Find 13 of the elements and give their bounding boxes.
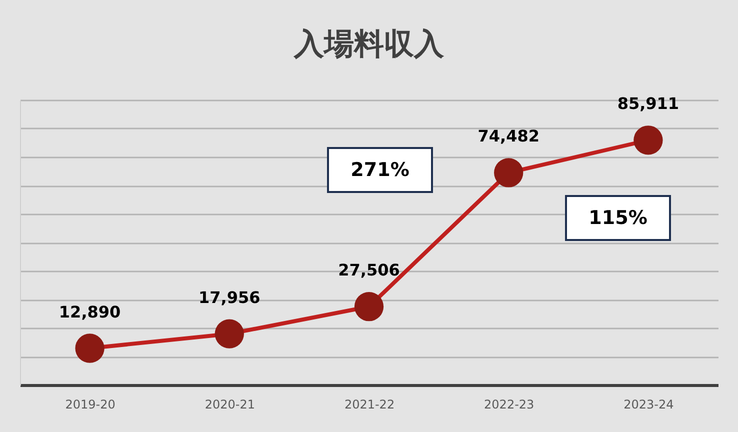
data-label: 27,506 xyxy=(338,260,400,280)
x-tick-label: 2022-23 xyxy=(484,398,534,412)
x-tick-label: 2020-21 xyxy=(204,398,255,412)
data-label: 74,482 xyxy=(478,126,540,146)
annotation: 115% xyxy=(588,207,648,229)
data-label: 12,890 xyxy=(58,302,121,322)
x-tick-label: 2023-24 xyxy=(624,398,674,412)
chart-title: 入場料収入 xyxy=(293,27,445,62)
x-tick-label: 2019-20 xyxy=(65,398,116,412)
annotation: 271% xyxy=(350,159,410,181)
data-label: 17,956 xyxy=(198,288,260,307)
data-label: 85,911 xyxy=(617,94,680,114)
x-tick-label: 2021-22 xyxy=(344,398,395,412)
